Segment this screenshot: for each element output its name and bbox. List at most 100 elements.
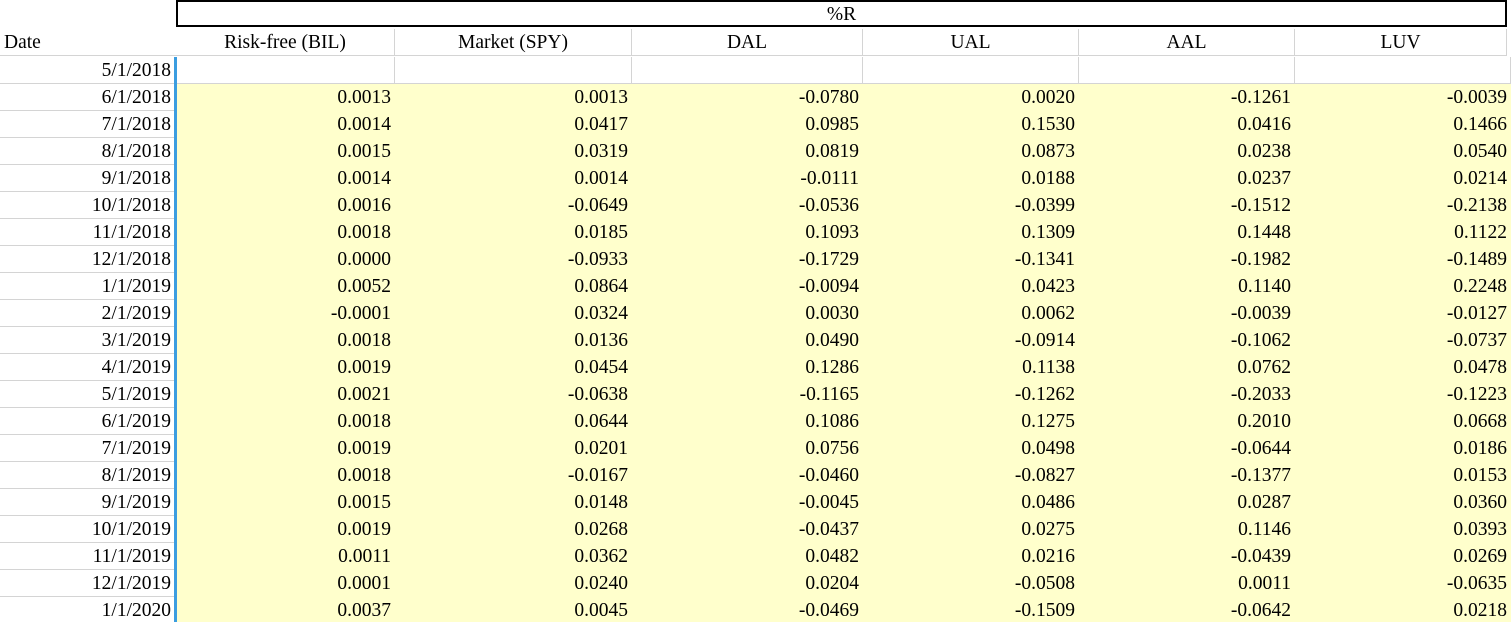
- value-cell[interactable]: -0.0649: [395, 192, 632, 219]
- value-cell[interactable]: -0.0827: [863, 462, 1079, 489]
- value-cell[interactable]: 0.0062: [863, 300, 1079, 327]
- value-cell[interactable]: 0.0013: [395, 84, 632, 111]
- date-cell[interactable]: 9/1/2018: [0, 165, 176, 192]
- value-cell[interactable]: 0.2248: [1295, 273, 1511, 300]
- group-header-percent-return[interactable]: %R: [176, 0, 1507, 27]
- value-cell[interactable]: -0.1062: [1079, 327, 1295, 354]
- value-cell[interactable]: 0.1530: [863, 111, 1079, 138]
- value-cell[interactable]: -0.0642: [1079, 597, 1295, 622]
- value-cell[interactable]: 0.0148: [395, 489, 632, 516]
- date-cell[interactable]: 6/1/2019: [0, 408, 176, 435]
- value-cell[interactable]: -0.0399: [863, 192, 1079, 219]
- value-cell[interactable]: 0.0360: [1295, 489, 1511, 516]
- column-header-risk-free[interactable]: Risk-free (BIL): [176, 29, 395, 56]
- value-cell[interactable]: [1079, 57, 1295, 84]
- value-cell[interactable]: 0.0864: [395, 273, 632, 300]
- date-cell[interactable]: 11/1/2019: [0, 543, 176, 570]
- value-cell[interactable]: 0.0873: [863, 138, 1079, 165]
- value-cell[interactable]: 0.0014: [395, 165, 632, 192]
- value-cell[interactable]: -0.0536: [632, 192, 863, 219]
- value-cell[interactable]: 0.2010: [1079, 408, 1295, 435]
- value-cell[interactable]: 0.0019: [176, 516, 395, 543]
- date-cell[interactable]: 10/1/2019: [0, 516, 176, 543]
- value-cell[interactable]: 0.0019: [176, 435, 395, 462]
- value-cell[interactable]: 0.0014: [176, 111, 395, 138]
- value-cell[interactable]: -0.0127: [1295, 300, 1511, 327]
- value-cell[interactable]: [1295, 57, 1511, 84]
- value-cell[interactable]: -0.0644: [1079, 435, 1295, 462]
- value-cell[interactable]: -0.0508: [863, 570, 1079, 597]
- value-cell[interactable]: 0.0540: [1295, 138, 1511, 165]
- value-cell[interactable]: 0.0454: [395, 354, 632, 381]
- date-cell[interactable]: 6/1/2018: [0, 84, 176, 111]
- value-cell[interactable]: 0.0287: [1079, 489, 1295, 516]
- value-cell[interactable]: 0.0204: [632, 570, 863, 597]
- value-cell[interactable]: 0.0030: [632, 300, 863, 327]
- date-cell[interactable]: 3/1/2019: [0, 327, 176, 354]
- value-cell[interactable]: 0.0011: [176, 543, 395, 570]
- value-cell[interactable]: -0.2138: [1295, 192, 1511, 219]
- value-cell[interactable]: 0.0819: [632, 138, 863, 165]
- value-cell[interactable]: 0.0756: [632, 435, 863, 462]
- value-cell[interactable]: 0.0762: [1079, 354, 1295, 381]
- value-cell[interactable]: 0.0201: [395, 435, 632, 462]
- value-cell[interactable]: 0.0393: [1295, 516, 1511, 543]
- column-header-dal[interactable]: DAL: [632, 29, 863, 56]
- value-cell[interactable]: 0.0985: [632, 111, 863, 138]
- value-cell[interactable]: -0.1509: [863, 597, 1079, 622]
- value-cell[interactable]: 0.0237: [1079, 165, 1295, 192]
- value-cell[interactable]: 0.0020: [863, 84, 1079, 111]
- value-cell[interactable]: 0.0021: [176, 381, 395, 408]
- value-cell[interactable]: [395, 57, 632, 84]
- value-cell[interactable]: -0.1223: [1295, 381, 1511, 408]
- value-cell[interactable]: -0.0638: [395, 381, 632, 408]
- value-cell[interactable]: 0.1140: [1079, 273, 1295, 300]
- date-cell[interactable]: 5/1/2019: [0, 381, 176, 408]
- value-cell[interactable]: 0.0016: [176, 192, 395, 219]
- date-cell[interactable]: 1/1/2019: [0, 273, 176, 300]
- date-cell[interactable]: 9/1/2019: [0, 489, 176, 516]
- value-cell[interactable]: 0.0644: [395, 408, 632, 435]
- value-cell[interactable]: -0.0635: [1295, 570, 1511, 597]
- value-cell[interactable]: -0.0039: [1295, 84, 1511, 111]
- value-cell[interactable]: -0.1377: [1079, 462, 1295, 489]
- value-cell[interactable]: 0.0018: [176, 462, 395, 489]
- value-cell[interactable]: [176, 57, 395, 84]
- value-cell[interactable]: -0.1489: [1295, 246, 1511, 273]
- date-cell[interactable]: 12/1/2018: [0, 246, 176, 273]
- value-cell[interactable]: -0.1982: [1079, 246, 1295, 273]
- value-cell[interactable]: 0.0185: [395, 219, 632, 246]
- value-cell[interactable]: 0.0186: [1295, 435, 1511, 462]
- value-cell[interactable]: 0.1138: [863, 354, 1079, 381]
- column-header-market[interactable]: Market (SPY): [395, 29, 632, 56]
- value-cell[interactable]: 0.0268: [395, 516, 632, 543]
- value-cell[interactable]: 0.0324: [395, 300, 632, 327]
- column-header-aal[interactable]: AAL: [1079, 29, 1295, 56]
- date-cell[interactable]: 5/1/2018: [0, 57, 176, 84]
- value-cell[interactable]: 0.0486: [863, 489, 1079, 516]
- value-cell[interactable]: 0.1122: [1295, 219, 1511, 246]
- value-cell[interactable]: 0.0416: [1079, 111, 1295, 138]
- value-cell[interactable]: 0.0269: [1295, 543, 1511, 570]
- value-cell[interactable]: 0.0478: [1295, 354, 1511, 381]
- value-cell[interactable]: 0.0362: [395, 543, 632, 570]
- date-cell[interactable]: 10/1/2018: [0, 192, 176, 219]
- value-cell[interactable]: -0.0167: [395, 462, 632, 489]
- value-cell[interactable]: 0.0013: [176, 84, 395, 111]
- date-cell[interactable]: 2/1/2019: [0, 300, 176, 327]
- value-cell[interactable]: 0.0668: [1295, 408, 1511, 435]
- date-cell[interactable]: 7/1/2018: [0, 111, 176, 138]
- value-cell[interactable]: 0.1275: [863, 408, 1079, 435]
- value-cell[interactable]: 0.0011: [1079, 570, 1295, 597]
- date-column-header[interactable]: Date: [0, 29, 176, 56]
- value-cell[interactable]: 0.0214: [1295, 165, 1511, 192]
- value-cell[interactable]: 0.0018: [176, 408, 395, 435]
- date-cell[interactable]: 4/1/2019: [0, 354, 176, 381]
- value-cell[interactable]: -0.0737: [1295, 327, 1511, 354]
- column-header-luv[interactable]: LUV: [1295, 29, 1507, 56]
- value-cell[interactable]: -0.0001: [176, 300, 395, 327]
- value-cell[interactable]: 0.0490: [632, 327, 863, 354]
- value-cell[interactable]: 0.0218: [1295, 597, 1511, 622]
- value-cell[interactable]: 0.1146: [1079, 516, 1295, 543]
- date-cell[interactable]: 8/1/2018: [0, 138, 176, 165]
